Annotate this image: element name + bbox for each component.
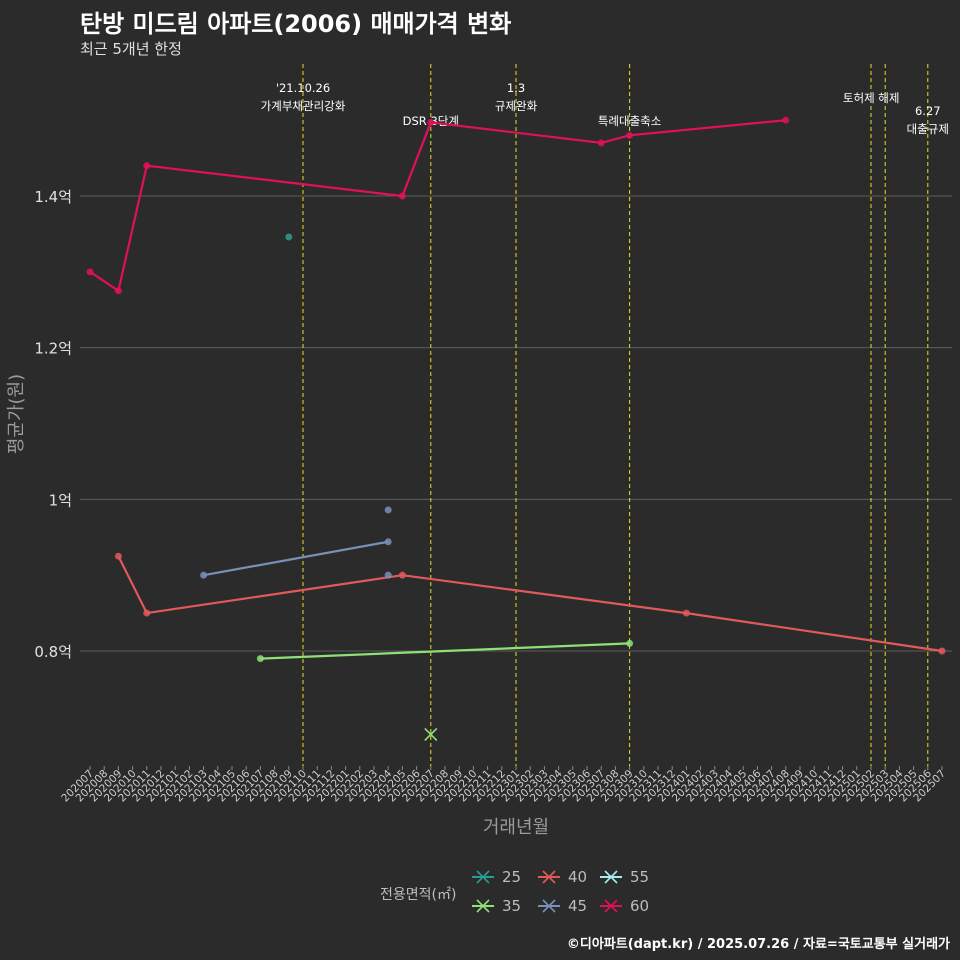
legend-label: 25: [502, 868, 522, 886]
chart-title: 탄방 미드림 아파트(2006) 매매가격 변화: [80, 10, 512, 38]
data-point-60: [143, 162, 151, 170]
legend-label: 40: [568, 868, 588, 886]
legend-label: 55: [630, 868, 650, 886]
chart-subtitle: 최근 5개년 한정: [80, 40, 182, 58]
legend-key-icon: [600, 899, 622, 913]
data-point-40: [114, 552, 122, 560]
annotation-label: 1.3: [507, 81, 525, 95]
data-point-40: [682, 609, 690, 617]
annotation-label: '21.10.26: [276, 81, 330, 95]
data-point-60: [597, 139, 605, 147]
legend-key-icon: [538, 870, 560, 884]
y-tick-label: 1억: [49, 491, 72, 509]
x-marker-35: [424, 727, 438, 741]
legend-label: 35: [502, 897, 522, 915]
data-point-35: [256, 655, 264, 663]
legend-item-40: 40: [536, 868, 587, 886]
annotation-label: 6.27: [915, 104, 941, 118]
legend-key-icon: [538, 899, 560, 913]
y-tick-label: 1.4억: [34, 188, 72, 206]
data-point-45: [200, 571, 208, 579]
annotation-label: 대출규제: [907, 122, 949, 136]
legend-label: 45: [568, 897, 588, 915]
data-point-60: [86, 268, 94, 276]
annotation-label: 토허제 해제: [843, 91, 900, 105]
data-point-60: [427, 118, 435, 126]
legend-key-icon: [472, 870, 494, 884]
data-point-60: [626, 131, 634, 139]
y-tick-label: 1.2억: [34, 340, 72, 358]
y-axis-label: 평균가(원): [6, 374, 27, 454]
data-point-40: [398, 571, 406, 579]
data-point-60: [398, 192, 406, 200]
data-point-60: [782, 116, 790, 124]
legend-item-60: 60: [598, 897, 649, 915]
data-point-45: [384, 571, 392, 579]
annotation-label: 가계부채관리강화: [261, 99, 346, 113]
legend-title: 전용면적(㎡): [380, 887, 457, 903]
legend-item-45: 45: [536, 897, 587, 915]
x-axis-label: 거래년월: [483, 817, 549, 838]
legend-label: 60: [630, 897, 650, 915]
annotation-label: 특례대출축소: [598, 114, 661, 128]
data-point-35: [626, 639, 634, 647]
footer-credit: ©디아파트(dapt.kr) / 2025.07.26 / 자료=국토교통부 실…: [566, 937, 950, 952]
legend-key-icon: [472, 899, 494, 913]
data-point-60: [114, 287, 122, 295]
y-tick-label: 0.8억: [34, 643, 72, 661]
series-line-35: [260, 642, 630, 660]
data-point-40: [143, 609, 151, 617]
data-point-25: [285, 233, 293, 241]
series-line-40: [117, 555, 943, 653]
series-line-45: [203, 540, 389, 577]
data-point-45: [384, 506, 392, 514]
series-line-60: [89, 119, 786, 293]
legend-item-55: 55: [598, 868, 649, 886]
data-point-45: [384, 538, 392, 546]
data-point-40: [938, 647, 946, 655]
legend-key-icon: [600, 870, 622, 884]
legend-item-25: 25: [470, 868, 521, 886]
legend-item-35: 35: [470, 897, 521, 915]
annotation-label: 규제완화: [495, 99, 538, 113]
